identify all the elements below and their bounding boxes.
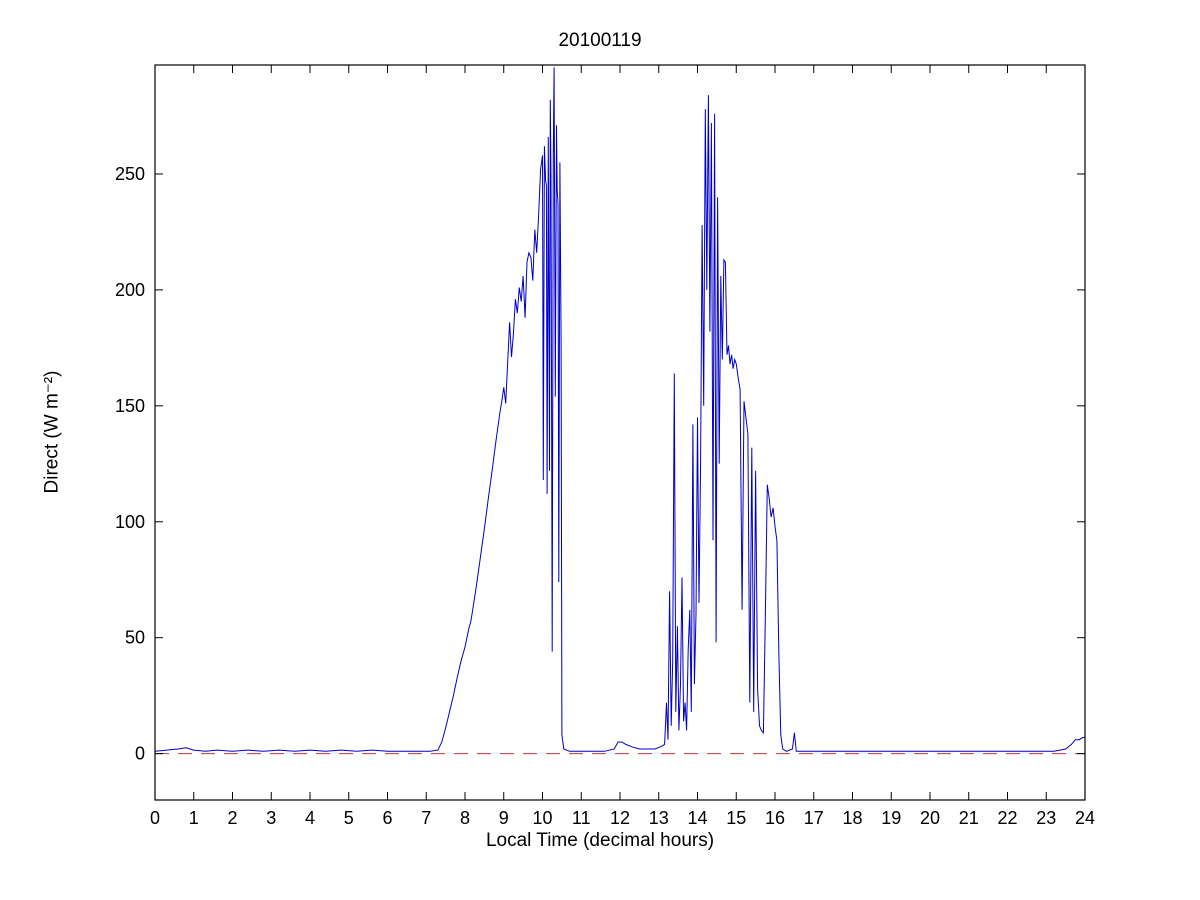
axes-box (154, 64, 1086, 801)
x-tick-label: 21 (959, 808, 979, 828)
x-tick-label: 23 (1036, 808, 1056, 828)
x-tick-label: 14 (687, 808, 707, 828)
x-tick-label: 20 (920, 808, 940, 828)
x-tick-label: 4 (305, 808, 315, 828)
x-tick-label: 17 (804, 808, 824, 828)
x-tick-label: 7 (421, 808, 431, 828)
y-tick-label: 200 (115, 280, 145, 300)
y-tick-label: 0 (135, 744, 145, 764)
x-tick-label: 10 (532, 808, 552, 828)
x-tick-label: 16 (765, 808, 785, 828)
x-tick-label: 2 (227, 808, 237, 828)
x-tick-label: 9 (499, 808, 509, 828)
x-axis-label: Local Time (decimal hours) (485, 830, 715, 851)
x-tick-label: 6 (382, 808, 392, 828)
x-tick-label: 8 (460, 808, 470, 828)
x-tick-label: 3 (266, 808, 276, 828)
x-tick-label: 12 (610, 808, 630, 828)
x-tick-label: 24 (1075, 808, 1095, 828)
y-tick-label: 50 (125, 628, 145, 648)
x-tick-label: 15 (726, 808, 746, 828)
x-tick-label: 11 (572, 808, 591, 828)
x-tick-label: 13 (649, 808, 669, 828)
x-tick-label: 18 (842, 808, 862, 828)
x-tick-label: 0 (150, 808, 160, 828)
y-tick-label: 100 (115, 512, 145, 532)
y-tick-label: 250 (115, 164, 145, 184)
series-direct-irradiance (154, 67, 1085, 752)
chart-title: 20100119 (558, 30, 642, 51)
x-tick-label: 19 (881, 808, 901, 828)
y-tick-label: 150 (115, 396, 145, 416)
x-tick-label: 5 (344, 808, 354, 828)
x-tick-label: 1 (189, 808, 199, 828)
x-tick-label: 22 (997, 808, 1017, 828)
